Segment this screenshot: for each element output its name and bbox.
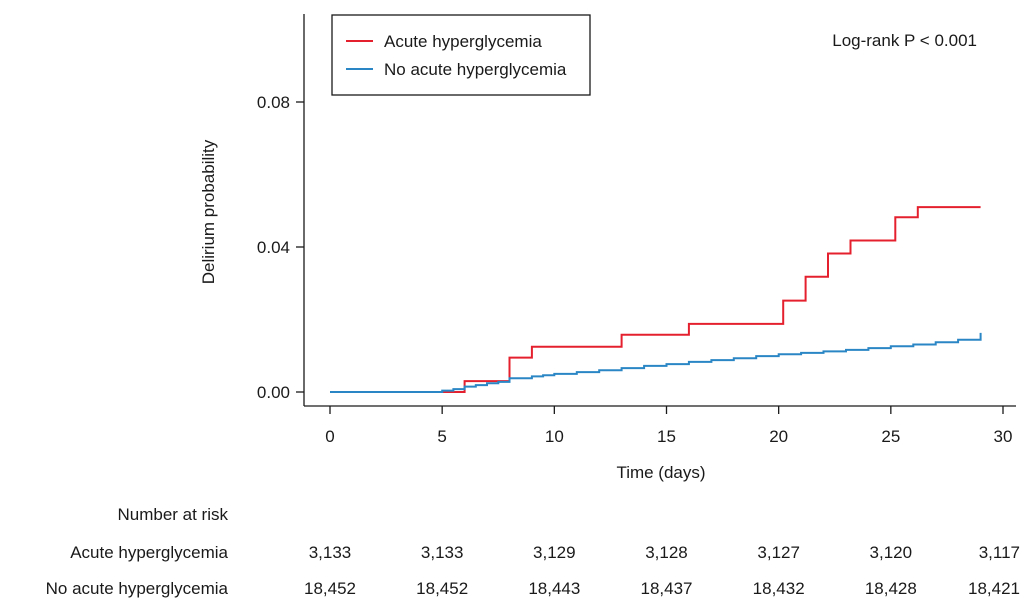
y-axis-label: Delirium probability (199, 139, 218, 284)
x-tick-label: 25 (881, 427, 900, 446)
axes-group: 0 5 10 15 20 25 30 0.00 0.04 0.08 (257, 14, 1016, 446)
legend-label: Acute hyperglycemia (384, 32, 542, 51)
x-tick-label: 10 (545, 427, 564, 446)
x-tick-label: 5 (437, 427, 446, 446)
y-tick-label: 0.04 (257, 238, 290, 257)
risk-value: 3,117 (979, 543, 1020, 562)
risk-value: 3,128 (645, 543, 688, 562)
risk-value: 18,452 (304, 579, 356, 598)
y-tick-label: 0.08 (257, 93, 290, 112)
x-tick-label: 0 (325, 427, 334, 446)
risk-value: 3,133 (309, 543, 352, 562)
risk-value: 3,133 (421, 543, 464, 562)
series-line-no-acute-hyperglycemia (330, 332, 982, 393)
legend-label: No acute hyperglycemia (384, 60, 567, 79)
risk-value: 3,129 (533, 543, 576, 562)
risk-value: 3,120 (870, 543, 913, 562)
risk-value: 18,443 (528, 579, 580, 598)
legend-box (331, 14, 591, 96)
x-axis-label: Time (days) (616, 463, 705, 482)
risk-row-label: Acute hyperglycemia (70, 543, 228, 562)
y-tick-label: 0.00 (257, 383, 290, 402)
x-tick-label: 20 (769, 427, 788, 446)
x-tick-label: 30 (994, 427, 1013, 446)
risk-value: 18,428 (865, 579, 917, 598)
risk-table: Number at risk Acute hyperglycemia 3,133 3,… (46, 505, 1020, 598)
risk-value: 3,127 (757, 543, 800, 562)
risk-value: 18,452 (416, 579, 468, 598)
log-rank-annotation: Log-rank P < 0.001 (832, 31, 977, 50)
risk-row-label: No acute hyperglycemia (46, 579, 229, 598)
series-line-acute-hyperglycemia (330, 206, 981, 393)
risk-value: 18,432 (753, 579, 805, 598)
x-tick-label: 15 (657, 427, 676, 446)
legend: Acute hyperglycemia No acute hyperglycemi… (331, 14, 591, 96)
risk-table-title: Number at risk (117, 505, 228, 524)
risk-value: 18,421 (968, 579, 1020, 598)
risk-value: 18,437 (641, 579, 693, 598)
series-lines (330, 206, 982, 393)
